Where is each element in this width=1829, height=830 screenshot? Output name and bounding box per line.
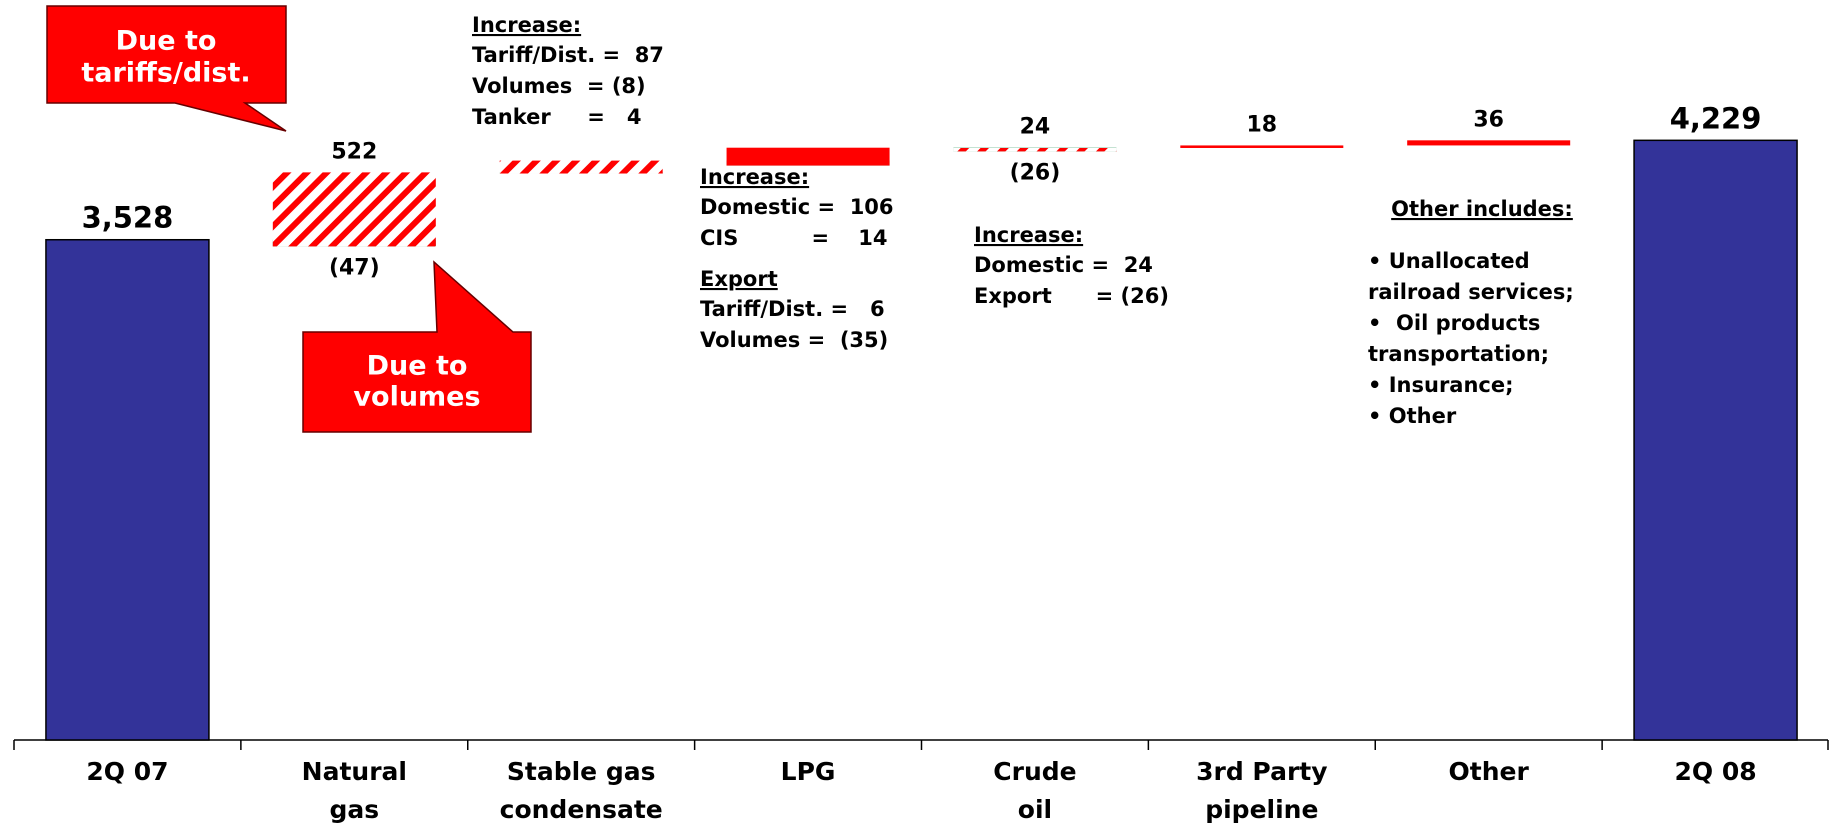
- x-tick-label: gas: [329, 795, 379, 824]
- increase-bar: [726, 147, 890, 166]
- x-tick-label: 2Q 08: [1674, 757, 1756, 786]
- note-heading: Increase:: [974, 223, 1083, 247]
- increase-bar: [272, 172, 436, 247]
- data-label: (26): [1010, 160, 1061, 185]
- data-label: 18: [1247, 112, 1278, 137]
- x-tick-label: condensate: [500, 795, 663, 824]
- note-heading: Export: [700, 267, 778, 291]
- x-tick-label: Crude: [993, 757, 1076, 786]
- data-label: 24: [1020, 115, 1051, 140]
- x-tick-label: Natural: [302, 757, 407, 786]
- note-line: Volumes = (8): [472, 74, 646, 98]
- callout-text: Due to: [367, 351, 468, 382]
- callout: Due to volumes: [302, 260, 532, 433]
- note-line: • Insurance;: [1368, 373, 1514, 397]
- x-tick-label: Other: [1449, 757, 1530, 786]
- note-line: Domestic = 24: [974, 253, 1153, 277]
- callout-shape: [302, 260, 532, 433]
- callout-text: Due to: [116, 26, 217, 57]
- x-tick-label: 3rd Party: [1196, 757, 1327, 786]
- data-label: 522: [331, 139, 377, 164]
- callout-text: tariffs/dist.: [81, 58, 250, 89]
- note-line: Domestic = 106: [700, 195, 894, 219]
- note-line: railroad services;: [1368, 280, 1574, 304]
- x-tick-label: LPG: [781, 757, 836, 786]
- note-line: Tariff/Dist. = 87: [472, 43, 664, 67]
- data-label: 36: [1473, 107, 1504, 132]
- note-line: Export = (26): [974, 284, 1169, 308]
- note-line: Volumes = (35): [700, 328, 888, 352]
- note-line: transportation;: [1368, 342, 1549, 366]
- total-bar: [45, 238, 210, 741]
- data-label: 4,229: [1670, 101, 1762, 135]
- x-tick-label: 2Q 07: [86, 757, 168, 786]
- increase-bar: [953, 147, 1117, 152]
- note-line: • Oil products: [1368, 311, 1540, 335]
- x-tick-label: Stable gas: [507, 757, 656, 786]
- data-label: (47): [329, 255, 380, 280]
- note-heading: Increase:: [472, 13, 581, 37]
- total-bar: [1633, 139, 1798, 741]
- note-line: Tariff/Dist. = 6: [700, 297, 885, 321]
- callout-text: volumes: [353, 382, 480, 413]
- callout-shape: [46, 5, 287, 132]
- callout: Due to tariffs/dist.: [46, 5, 287, 132]
- x-tick-label: pipeline: [1205, 795, 1318, 824]
- increase-bar: [1180, 145, 1344, 148]
- note-line: • Unallocated: [1368, 249, 1530, 273]
- note-heading: Other includes:: [1391, 197, 1573, 221]
- note-heading: Increase:: [700, 165, 809, 189]
- data-label: 3,528: [82, 201, 174, 235]
- note-line: Tanker = 4: [472, 105, 641, 129]
- note-line: CIS = 14: [700, 226, 888, 250]
- increase-bar: [1407, 140, 1571, 146]
- increase-bar: [499, 160, 663, 174]
- note-line: • Other: [1368, 404, 1457, 428]
- x-tick-label: oil: [1018, 795, 1052, 824]
